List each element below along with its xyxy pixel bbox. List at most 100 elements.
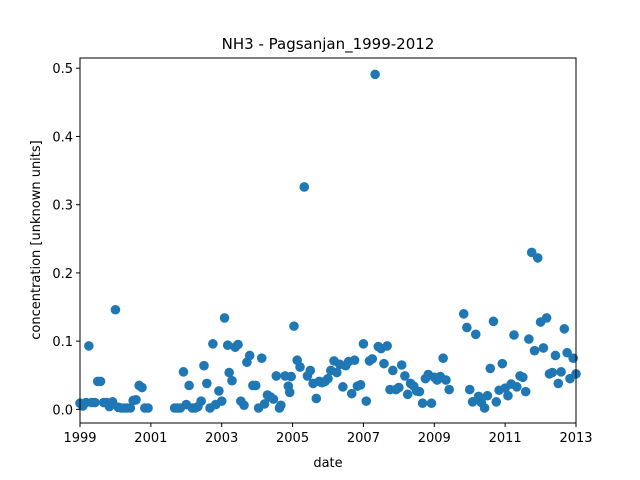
data-point-71 (305, 365, 316, 376)
data-point-134 (503, 390, 513, 401)
data-point-52 (250, 380, 261, 391)
data-point-40 (216, 396, 227, 406)
data-point-143 (529, 345, 540, 356)
data-point-126 (479, 403, 490, 413)
data-point-97 (382, 341, 392, 351)
x-tick-label-5: 2009 (418, 431, 451, 446)
y-axis-label: concentration [unknown units] (29, 140, 44, 339)
data-point-86 (349, 355, 360, 366)
data-point-17 (125, 403, 136, 413)
data-point-139 (518, 372, 528, 383)
data-point-102 (396, 360, 407, 370)
data-point-66 (289, 321, 299, 331)
x-axis-label: date (313, 456, 342, 471)
data-point-68 (295, 362, 305, 372)
data-point-96 (379, 358, 389, 369)
data-point-21 (137, 382, 147, 393)
y-tick-label-0: 0.0 (52, 403, 73, 418)
data-point-104 (402, 389, 413, 400)
data-point-93 (370, 69, 380, 80)
data-point-129 (488, 316, 499, 327)
data-point-80 (332, 367, 342, 378)
data-point-5 (90, 397, 100, 408)
data-point-3 (84, 341, 94, 351)
data-point-90 (361, 396, 372, 406)
data-point-123 (470, 329, 481, 340)
data-point-43 (224, 367, 234, 378)
data-point-77 (323, 373, 333, 384)
data-point-41 (219, 313, 230, 323)
data-point-46 (233, 339, 243, 350)
data-point-59 (271, 371, 282, 381)
x-tick-label-1: 2001 (134, 431, 167, 446)
data-point-128 (485, 363, 496, 374)
data-point-82 (338, 382, 348, 392)
data-point-89 (358, 339, 369, 349)
data-point-92 (367, 354, 378, 364)
data-point-99 (388, 365, 398, 376)
y-tick-label-5: 0.5 (52, 62, 73, 77)
data-point-156 (568, 353, 578, 363)
data-point-137 (512, 382, 522, 392)
data-point-54 (256, 353, 267, 363)
data-point-69 (299, 182, 310, 192)
data-point-50 (244, 350, 255, 361)
y-tick-label-1: 0.1 (52, 335, 73, 350)
data-point-147 (541, 313, 552, 323)
data-points (75, 69, 581, 413)
x-tick-label-6: 2011 (489, 431, 522, 446)
data-point-44 (227, 375, 237, 386)
data-point-136 (509, 330, 519, 340)
data-point-152 (556, 367, 566, 377)
data-point-118 (444, 384, 454, 395)
x-tick-label-0: 1999 (63, 431, 96, 446)
data-point-130 (491, 397, 502, 407)
data-point-61 (276, 400, 286, 411)
data-point-33 (196, 396, 206, 406)
data-point-65 (286, 371, 296, 382)
data-point-64 (284, 387, 295, 398)
x-tick-label-3: 2005 (276, 431, 309, 446)
data-point-149 (547, 367, 558, 378)
y-tick-label-4: 0.4 (52, 130, 73, 145)
data-point-153 (559, 324, 570, 334)
chart-title: NH3 - Pagsanjan_1999-2012 (222, 35, 435, 54)
data-point-29 (184, 380, 194, 391)
y-tick-label-2: 0.2 (52, 267, 73, 282)
data-point-132 (497, 358, 508, 369)
data-point-85 (346, 388, 357, 399)
data-point-117 (441, 375, 451, 385)
data-point-88 (355, 379, 366, 390)
data-point-73 (311, 393, 322, 404)
data-point-12 (110, 304, 121, 315)
data-point-108 (414, 386, 425, 397)
x-tick-label-2: 2003 (205, 431, 238, 446)
x-tick-label-7: 2013 (559, 431, 592, 446)
x-tick-label-4: 2007 (347, 431, 380, 446)
data-point-42 (222, 340, 233, 351)
data-point-121 (464, 384, 475, 395)
x-axis-ticks: 1999 2001 2003 2005 2007 2009 2011 2013 (63, 423, 593, 446)
data-point-19 (131, 395, 141, 405)
data-point-112 (426, 398, 437, 409)
data-point-150 (550, 350, 561, 361)
plot-frame (79, 57, 577, 424)
data-point-116 (438, 353, 448, 363)
data-point-109 (417, 398, 428, 409)
data-point-34 (199, 360, 209, 371)
y-tick-label-3: 0.3 (52, 199, 73, 214)
data-point-127 (482, 390, 493, 401)
data-point-7 (95, 376, 106, 387)
data-point-119 (458, 309, 469, 319)
data-point-58 (268, 394, 279, 404)
data-point-48 (239, 400, 249, 411)
data-point-23 (143, 403, 153, 413)
data-point-140 (520, 386, 531, 397)
data-point-37 (208, 339, 218, 349)
data-point-27 (178, 367, 189, 377)
data-point-120 (462, 322, 472, 333)
data-point-151 (553, 378, 564, 389)
y-axis-ticks: 0.0 0.1 0.2 0.3 0.4 0.5 (52, 62, 80, 418)
data-point-55 (259, 399, 270, 409)
data-point-39 (214, 386, 224, 396)
